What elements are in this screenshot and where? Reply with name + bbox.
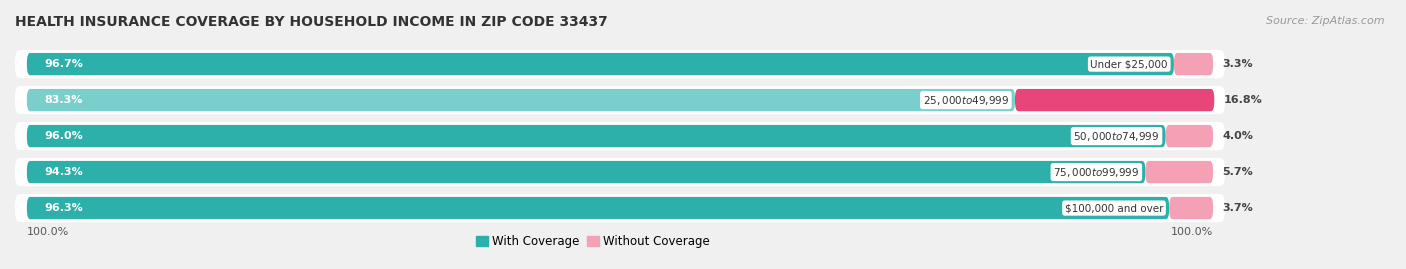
Text: $100,000 and over: $100,000 and over [1064,203,1163,213]
FancyBboxPatch shape [1015,89,1215,111]
Text: 96.3%: 96.3% [45,203,83,213]
Text: $50,000 to $74,999: $50,000 to $74,999 [1073,130,1160,143]
Text: 100.0%: 100.0% [27,227,69,237]
Text: HEALTH INSURANCE COVERAGE BY HOUSEHOLD INCOME IN ZIP CODE 33437: HEALTH INSURANCE COVERAGE BY HOUSEHOLD I… [15,15,607,29]
FancyBboxPatch shape [1166,125,1213,147]
Text: 5.7%: 5.7% [1223,167,1253,177]
FancyBboxPatch shape [27,161,1146,183]
FancyBboxPatch shape [15,50,1225,78]
FancyBboxPatch shape [27,89,1015,111]
Text: 3.3%: 3.3% [1223,59,1253,69]
FancyBboxPatch shape [27,125,1166,147]
FancyBboxPatch shape [15,122,1225,150]
FancyBboxPatch shape [27,53,1174,75]
FancyBboxPatch shape [15,158,1225,186]
FancyBboxPatch shape [1170,197,1213,219]
FancyBboxPatch shape [15,194,1225,222]
Text: $75,000 to $99,999: $75,000 to $99,999 [1053,165,1139,179]
Text: Source: ZipAtlas.com: Source: ZipAtlas.com [1267,16,1385,26]
Text: Under $25,000: Under $25,000 [1091,59,1168,69]
FancyBboxPatch shape [15,86,1225,114]
Legend: With Coverage, Without Coverage: With Coverage, Without Coverage [471,231,714,253]
Text: 94.3%: 94.3% [45,167,83,177]
FancyBboxPatch shape [1146,161,1213,183]
Text: 83.3%: 83.3% [45,95,83,105]
Text: 100.0%: 100.0% [1171,227,1213,237]
Text: 96.7%: 96.7% [45,59,83,69]
Text: $25,000 to $49,999: $25,000 to $49,999 [922,94,1010,107]
FancyBboxPatch shape [27,197,1170,219]
FancyBboxPatch shape [1174,53,1213,75]
Text: 3.7%: 3.7% [1223,203,1253,213]
Text: 4.0%: 4.0% [1223,131,1253,141]
Text: 16.8%: 16.8% [1223,95,1263,105]
Text: 96.0%: 96.0% [45,131,83,141]
